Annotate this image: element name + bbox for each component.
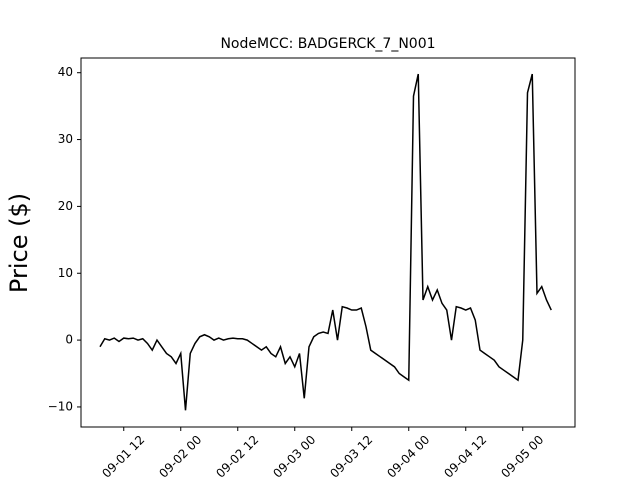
y-tick-label: 0 — [65, 333, 73, 347]
price-line — [99, 73, 552, 411]
y-tick-label: 40 — [58, 65, 73, 79]
y-axis-label: Price ($) — [5, 193, 33, 293]
y-tick-label: 10 — [58, 266, 73, 280]
y-tick-label: 20 — [58, 199, 73, 213]
y-tick-label: 30 — [58, 132, 73, 146]
y-tick-label: −10 — [48, 399, 73, 413]
chart-title: NodeMCC: BADGERCK_7_N001 — [220, 36, 435, 52]
plot-frame — [80, 57, 576, 428]
